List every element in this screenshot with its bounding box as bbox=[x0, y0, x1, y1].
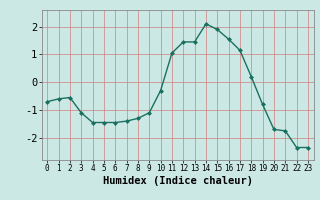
X-axis label: Humidex (Indice chaleur): Humidex (Indice chaleur) bbox=[103, 176, 252, 186]
